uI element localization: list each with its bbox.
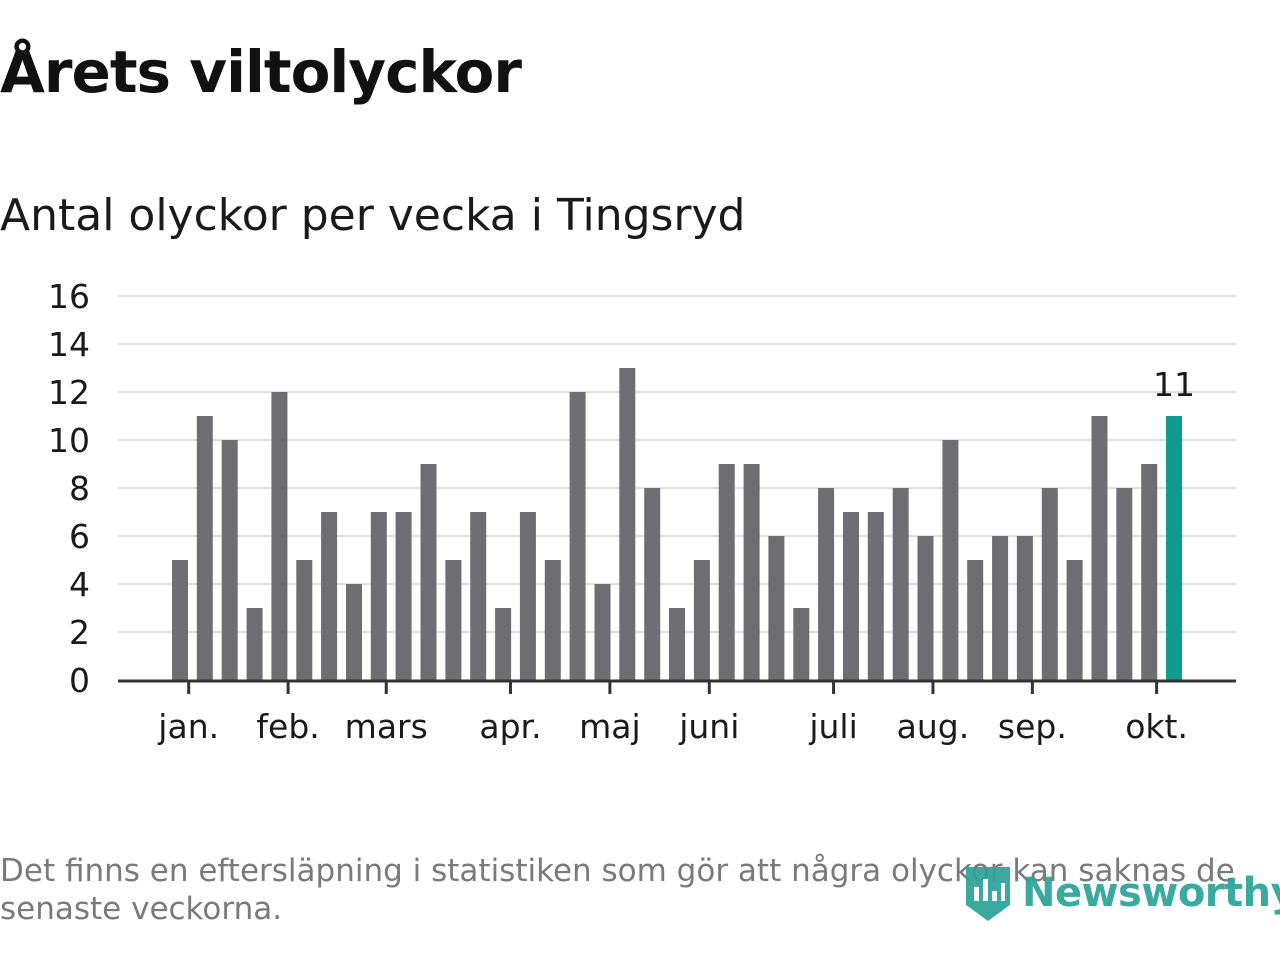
bar (594, 584, 611, 680)
bar (321, 512, 338, 680)
bar (346, 584, 362, 680)
bar (992, 536, 1009, 680)
bar (569, 392, 586, 680)
y-tick-label: 2 (69, 613, 90, 652)
x-tick-label: feb. (256, 707, 319, 746)
bar (619, 368, 636, 680)
bar (519, 512, 536, 680)
bar (892, 488, 909, 680)
data-labels: 11 (1153, 365, 1195, 404)
y-tick-label: 14 (48, 325, 90, 364)
highlight-value-label: 11 (1153, 365, 1195, 404)
footnote: Det finns en eftersläpning i statistiken… (0, 853, 1235, 927)
brand-name: Newsworthy (1022, 870, 1280, 916)
newsworthy-logo-icon (966, 867, 1010, 921)
bar (917, 536, 934, 680)
bar (693, 560, 710, 680)
bar (867, 512, 884, 680)
x-tick-label: okt. (1125, 707, 1188, 746)
bar-highlighted (1166, 416, 1182, 680)
y-tick-label: 16 (48, 277, 90, 316)
bar (1016, 536, 1033, 680)
bar (669, 608, 685, 680)
bar (793, 608, 810, 680)
bars (172, 368, 1182, 680)
y-axis-ticks: 0 2 4 6 8 10 12 14 16 (48, 277, 90, 700)
chart-title: Årets viltolyckor (0, 38, 522, 106)
y-tick-label: 8 (69, 469, 90, 508)
x-tick-label: apr. (479, 707, 541, 746)
bar-chart: 0 2 4 6 8 10 12 14 16 jan. feb. mars apr. maj juni jul… (48, 277, 1236, 746)
bar (221, 440, 238, 680)
x-tick-label: maj (579, 707, 641, 746)
bar (196, 416, 213, 680)
bar (1116, 488, 1133, 680)
y-tick-label: 0 (69, 661, 90, 700)
bar (967, 560, 984, 680)
y-tick-label: 6 (69, 517, 90, 556)
x-tick-label: sep. (998, 707, 1067, 746)
x-tick-label: juni (678, 707, 739, 746)
y-tick-label: 10 (48, 421, 90, 460)
bar (495, 608, 512, 680)
bar (445, 560, 462, 680)
chart-subtitle: Antal olyckor per vecka i Tingsryd (0, 190, 746, 241)
x-tick-label: jan. (157, 707, 219, 746)
bar (1041, 488, 1058, 680)
bar (1091, 416, 1108, 680)
bar (470, 512, 487, 680)
x-tick-label: aug. (897, 707, 970, 746)
bar (768, 536, 785, 680)
bar (370, 512, 387, 680)
bar (843, 512, 859, 680)
y-tick-label: 12 (48, 373, 90, 412)
bar (1066, 560, 1083, 680)
bar (743, 464, 760, 680)
bar (942, 440, 959, 680)
bar (271, 392, 288, 680)
brand-logo: Newsworthy (962, 858, 1280, 928)
x-tick-label: mars (345, 707, 428, 746)
bar (395, 512, 412, 680)
bar (718, 464, 735, 680)
x-tick-label: juli (808, 707, 857, 746)
bar (1141, 464, 1158, 680)
bar (172, 560, 188, 680)
x-axis-ticks: jan. feb. mars apr. maj juni juli aug. sep. okt. (157, 680, 1188, 746)
y-tick-label: 4 (69, 565, 90, 604)
bar (644, 488, 661, 680)
bar (246, 608, 263, 680)
bar (296, 560, 313, 680)
bar (544, 560, 561, 680)
bar (818, 488, 835, 680)
bar (420, 464, 437, 680)
